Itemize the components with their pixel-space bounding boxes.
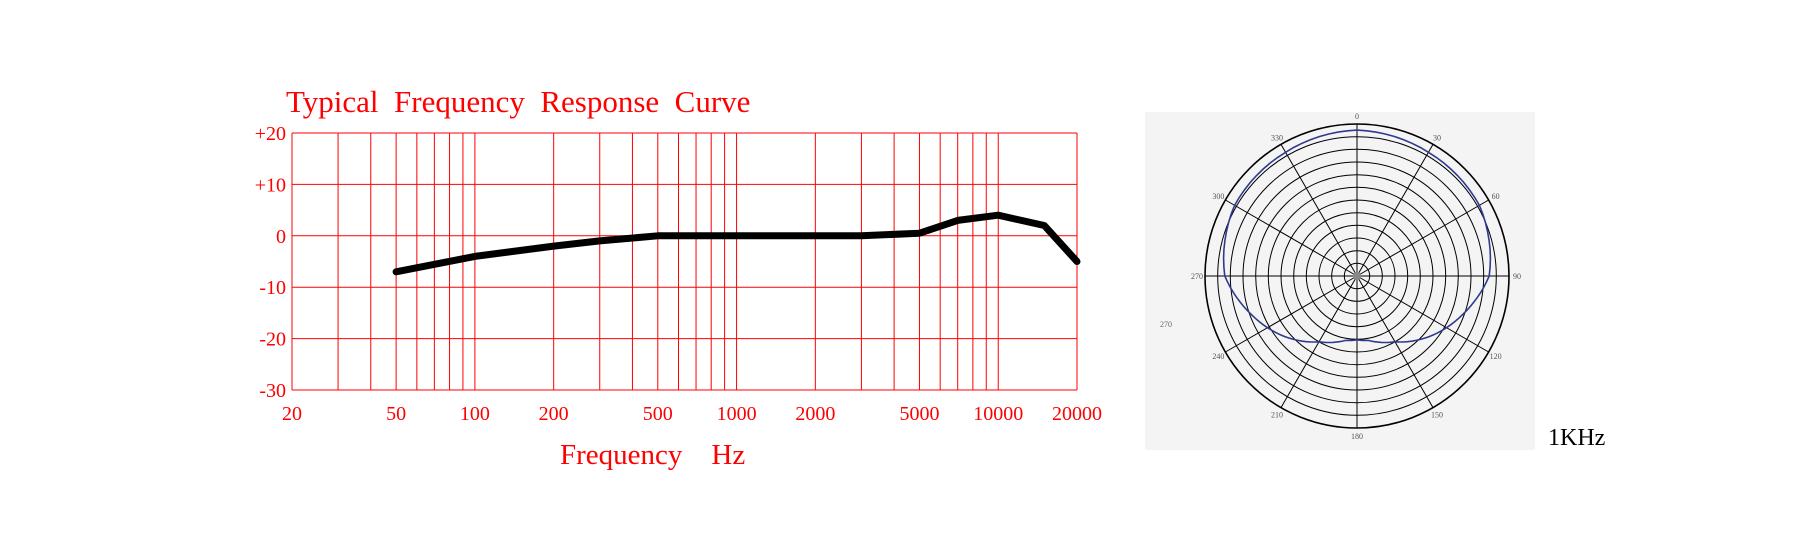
y-tick-label: 0 — [276, 226, 286, 248]
x-tick-label: 50 — [386, 403, 406, 425]
polar-pattern-chart: 0 30 60 90 120 150 180 210 240 270 300 330 270 — [1145, 112, 1535, 450]
x-tick-label: 500 — [643, 403, 673, 425]
y-tick-label: -30 — [259, 380, 286, 402]
y-tick-label: -20 — [259, 329, 286, 351]
polar-spoke — [1225, 199, 1358, 277]
x-tick-label: 10000 — [973, 403, 1023, 425]
polar-angle-labels: 0 30 60 90 120 150 180 210 240 270 300 330 — [1191, 112, 1521, 441]
chart-title: Typical Frequency Response Curve — [286, 84, 750, 119]
polar-spoke — [1225, 275, 1358, 353]
polar-angle-label: 210 — [1271, 411, 1283, 420]
polar-background — [1145, 112, 1535, 450]
polar-angle-label: 300 — [1212, 192, 1224, 201]
polar-pattern-curve — [1222, 129, 1492, 344]
frequency-response-chart: Typical Frequency Response Curve +20 +10 0… — [255, 84, 1102, 471]
x-tick-label: 2000 — [795, 403, 835, 425]
polar-spoke — [1356, 144, 1434, 277]
polar-spoke — [1356, 275, 1489, 353]
polar-angle-label: 180 — [1351, 432, 1363, 441]
polar-pattern-line — [1222, 129, 1492, 344]
polar-angle-label: 30 — [1433, 133, 1441, 142]
polar-angle-label: 90 — [1513, 272, 1521, 281]
polar-spoke — [1356, 199, 1489, 277]
x-tick-label: 5000 — [899, 403, 939, 425]
x-tick-label: 1000 — [717, 403, 757, 425]
x-tick-label: 20000 — [1052, 403, 1102, 425]
polar-angle-label: 120 — [1490, 352, 1502, 361]
polar-angle-label: 270 — [1191, 272, 1203, 281]
x-axis-tick-labels: 20 50 100 200 500 1000 2000 5000 10000 20000 — [282, 403, 1102, 425]
series-line — [392, 211, 1081, 276]
y-tick-label: +20 — [255, 123, 286, 145]
polar-grid — [1204, 123, 1510, 429]
polar-angle-label: 240 — [1212, 352, 1224, 361]
polar-angle-label: 60 — [1492, 192, 1500, 201]
x-tick-label: 20 — [282, 403, 302, 425]
x-axis-label: Frequency Hz — [560, 439, 745, 471]
y-tick-label: -10 — [259, 277, 286, 299]
polar-angle-label: 330 — [1271, 133, 1283, 142]
polar-spoke — [1280, 144, 1358, 277]
response-curve — [392, 211, 1081, 276]
y-axis-tick-labels: +20 +10 0 -10 -20 -30 — [255, 123, 286, 402]
polar-angle-label: 0 — [1355, 112, 1359, 121]
chart-grid — [291, 132, 1078, 391]
polar-outside-label: 270 — [1160, 320, 1172, 329]
x-tick-label: 100 — [460, 403, 490, 425]
x-tick-label: 200 — [539, 403, 569, 425]
polar-angle-label: 150 — [1431, 411, 1443, 420]
polar-center — [1353, 272, 1361, 280]
polar-caption: 1KHz — [1548, 425, 1605, 451]
y-tick-label: +10 — [255, 174, 286, 196]
